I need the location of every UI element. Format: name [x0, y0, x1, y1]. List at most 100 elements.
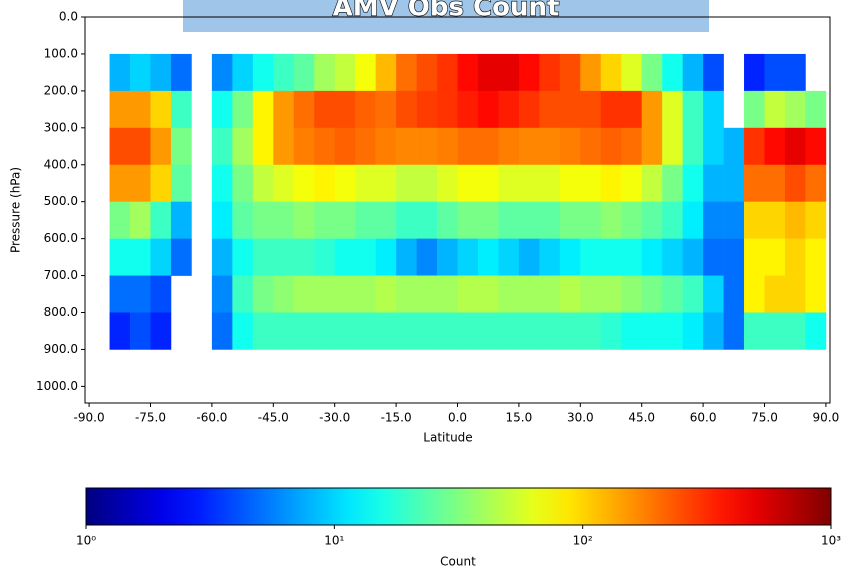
x-tick-label: 90.0: [813, 411, 840, 425]
x-tick-label: 60.0: [690, 411, 717, 425]
heat-cell: [539, 201, 561, 239]
heat-cell: [600, 164, 622, 202]
heat-cell: [641, 201, 663, 239]
heat-cell: [232, 53, 254, 92]
heat-cell: [580, 127, 602, 166]
heat-cell: [457, 164, 479, 202]
heat-cell: [539, 127, 561, 166]
heat-cell: [457, 312, 479, 350]
heat-cell: [539, 90, 561, 129]
heat-cell: [682, 238, 704, 276]
heat-cell: [703, 312, 724, 350]
heat-cell: [723, 312, 745, 350]
heat-cell: [559, 127, 581, 166]
heat-cell: [784, 53, 806, 92]
heat-cell: [518, 164, 540, 202]
heat-cell: [703, 275, 724, 313]
colorbar-tick-label: 10⁰: [76, 534, 96, 548]
heat-cell: [437, 90, 458, 129]
heat-cell: [416, 164, 438, 202]
y-tick-label: 900.0: [44, 342, 78, 356]
heat-cell: [723, 275, 745, 313]
heat-cell: [416, 312, 438, 350]
colorbar-label: Count: [440, 555, 476, 569]
heat-cell: [211, 90, 233, 129]
y-tick-label: 300.0: [44, 120, 78, 134]
heat-cell: [130, 53, 151, 92]
heat-cell: [518, 201, 540, 239]
heat-cell: [396, 53, 417, 92]
heat-cell: [805, 238, 827, 276]
x-tick-label: 45.0: [628, 411, 655, 425]
heat-cell: [662, 90, 683, 129]
heat-cell: [477, 312, 499, 350]
heat-cell: [273, 164, 295, 202]
heat-cell: [662, 201, 683, 239]
heat-cell: [723, 238, 745, 276]
y-tick-label: 800.0: [44, 305, 78, 319]
heat-cell: [170, 238, 192, 276]
heat-cell: [109, 238, 131, 276]
heat-cell: [805, 90, 827, 129]
heat-cell: [109, 53, 131, 92]
heat-cell: [805, 201, 827, 239]
heat-cell: [703, 127, 724, 166]
heat-cell: [396, 127, 417, 166]
heat-cell: [293, 164, 315, 202]
x-tick-label: 75.0: [751, 411, 778, 425]
heat-cell: [621, 127, 643, 166]
x-tick-label: -90.0: [74, 411, 105, 425]
heat-cell: [334, 238, 356, 276]
heat-cell: [355, 53, 376, 92]
heat-cell: [109, 164, 131, 202]
heat-cell: [477, 201, 499, 239]
heat-cell: [150, 127, 172, 166]
heat-cell: [477, 164, 499, 202]
heat-cell: [396, 238, 417, 276]
heat-cell: [559, 312, 581, 350]
heat-cell: [805, 164, 827, 202]
heat-cell: [355, 164, 376, 202]
heat-cell: [621, 312, 643, 350]
heat-cell: [273, 312, 295, 350]
heat-cell: [723, 164, 745, 202]
heat-cell: [641, 312, 663, 350]
x-tick-label: -15.0: [381, 411, 412, 425]
heat-cell: [170, 127, 192, 166]
heat-cell: [621, 90, 643, 129]
y-tick-label: 400.0: [44, 157, 78, 171]
heat-cell: [662, 238, 683, 276]
heat-cell: [682, 201, 704, 239]
heat-cell: [211, 201, 233, 239]
heat-cell: [600, 53, 622, 92]
heat-cell: [662, 275, 683, 313]
heat-cell: [682, 312, 704, 350]
heat-cell: [232, 275, 254, 313]
heat-cell: [784, 275, 806, 313]
colorbar-tick-label: 10²: [573, 534, 593, 548]
heat-cell: [805, 312, 827, 350]
heat-cell: [416, 127, 438, 166]
heat-cell: [355, 312, 376, 350]
heat-cell: [457, 275, 479, 313]
heat-cell: [539, 238, 561, 276]
heat-cell: [539, 275, 561, 313]
heat-cell: [130, 312, 151, 350]
heat-cell: [130, 275, 151, 313]
heat-cell: [314, 127, 335, 166]
heat-cell: [621, 164, 643, 202]
heat-cell: [314, 90, 335, 129]
heat-cell: [641, 90, 663, 129]
x-tick-label: -60.0: [196, 411, 227, 425]
heat-cell: [109, 90, 131, 129]
heat-cell: [641, 127, 663, 166]
heat-cell: [170, 90, 192, 129]
heat-cell: [580, 90, 602, 129]
y-tick-label: 1000.0: [36, 379, 78, 393]
heat-cell: [252, 127, 274, 166]
heat-cell: [375, 90, 397, 129]
heat-cell: [518, 275, 540, 313]
heat-cell: [293, 127, 315, 166]
heat-cell: [559, 164, 581, 202]
